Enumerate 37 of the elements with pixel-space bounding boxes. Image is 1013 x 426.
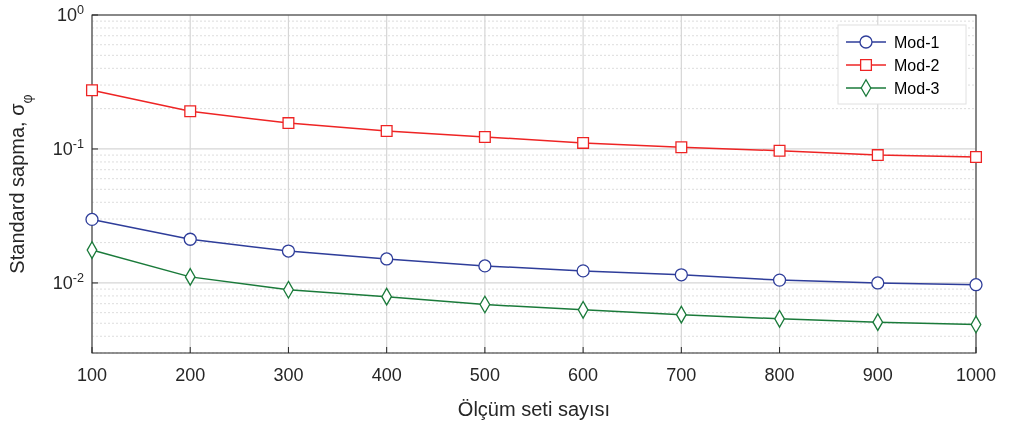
point (969, 151, 983, 164)
point (773, 144, 786, 157)
point (85, 84, 99, 97)
point (85, 212, 99, 227)
point (576, 264, 590, 278)
legend-label: Mod-2 (894, 57, 940, 74)
point (772, 273, 787, 287)
point (380, 252, 394, 266)
x-tick-label: 300 (273, 365, 304, 385)
point (478, 259, 492, 273)
x-tick-label: 100 (76, 365, 108, 385)
x-tick-label: 500 (469, 365, 500, 385)
y-tick-label: 10$^{0}$ (56, 3, 84, 25)
x-tick-label: 1000 (955, 365, 997, 385)
point (478, 130, 491, 143)
point (380, 125, 393, 138)
point (281, 244, 296, 258)
legend-label: Mod-3 (894, 80, 940, 97)
point (674, 268, 688, 282)
point (577, 136, 590, 149)
x-tick-label: 200 (175, 365, 206, 385)
x-tick-label: 700 (666, 365, 697, 385)
y-tick-label: 10$^{-2}$ (52, 270, 84, 293)
point (183, 232, 197, 246)
point (969, 278, 983, 292)
legend-label: Mod-1 (894, 34, 940, 51)
point (871, 276, 885, 290)
x-axis-title: Ölçüm seti sayısı (457, 398, 611, 420)
x-tick-label: 900 (862, 365, 893, 385)
x-tick-label: 400 (371, 365, 402, 385)
point (184, 105, 197, 118)
point (282, 117, 295, 130)
x-tick-label: 600 (568, 365, 599, 385)
point (675, 141, 688, 154)
y-tick-label: 10$^{-1}$ (52, 136, 84, 159)
point (871, 149, 884, 162)
x-tick-label: 800 (764, 365, 795, 385)
